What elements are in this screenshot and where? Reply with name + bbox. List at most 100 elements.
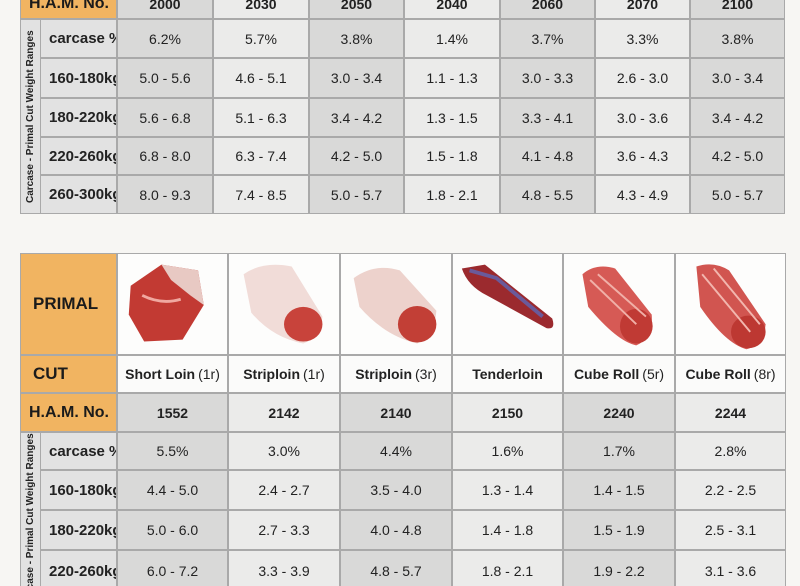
ham-code: 2050 [309,0,404,19]
cell-value: 1.5 - 1.9 [563,510,675,550]
side-label: Carcase - Primal Cut Weight Ranges [20,19,41,214]
cell-value: 4.0 - 4.8 [340,510,452,550]
cut-spec: (5r) [642,366,665,382]
cell-value: 3.0% [228,432,340,470]
ham-code: 2070 [595,0,690,19]
cell-value: 3.5 - 4.0 [340,470,452,510]
cell-value: 6.8 - 8.0 [117,137,213,175]
cell-value: 3.3 - 3.9 [228,550,340,586]
cell-value: 5.6 - 6.8 [117,98,213,137]
cell-value: 1.6% [452,432,563,470]
cell-value: 1.5 - 1.8 [404,137,500,175]
cell-value: 2.2 - 2.5 [675,470,786,510]
cell-value: 4.6 - 5.1 [213,58,309,98]
header-label: H.A.M. No. [20,0,117,19]
ham-label: H.A.M. No. [20,393,117,432]
cell-value: 1.1 - 1.3 [404,58,500,98]
cut-spec: (1r) [303,366,325,382]
ham-code: 2244 [675,393,786,432]
ham-code: 2060 [500,0,595,19]
cut-name-text: Short Loin [125,366,196,382]
cell-value: 3.4 - 4.2 [690,98,785,137]
cell-value: 4.4 - 5.0 [117,470,228,510]
cell-value: 5.0 - 5.6 [117,58,213,98]
ham-code: 2140 [340,393,452,432]
cut-spec: (8r) [753,366,776,382]
cell-value: 3.0 - 3.4 [690,58,785,98]
cell-value: 2.6 - 3.0 [595,58,690,98]
cell-value: 5.1 - 6.3 [213,98,309,137]
row-label: carcase % [40,19,117,58]
ham-code: 2142 [228,393,340,432]
cell-value: 5.0 - 5.7 [690,175,785,214]
cell-value: 4.3 - 4.9 [595,175,690,214]
cell-value: 4.1 - 4.8 [500,137,595,175]
cell-value: 4.4% [340,432,452,470]
cell-value: 3.0 - 3.6 [595,98,690,137]
cell-value: 6.0 - 7.2 [117,550,228,586]
side-label: Carcase - Primal Cut Weight Ranges [20,432,41,586]
ham-code: 2100 [690,0,785,19]
cell-value: 4.8 - 5.5 [500,175,595,214]
cell-value: 3.6 - 4.3 [595,137,690,175]
meat-image [243,264,323,344]
cell-value: 8.0 - 9.3 [117,175,213,214]
cut-name-text: Tenderloin [472,366,543,382]
cut-spec: (1r) [198,366,220,382]
cell-value: 1.8 - 2.1 [452,550,563,586]
cut-name: Tenderloin [452,355,563,393]
cell-value: 3.7% [500,19,595,58]
meat-image [695,264,766,350]
cell-value: 4.8 - 5.7 [340,550,452,586]
cell-value: 3.1 - 3.6 [675,550,786,586]
cell-value: 1.4% [404,19,500,58]
cell-value: 1.3 - 1.5 [404,98,500,137]
cut-name: Striploin (1r) [228,355,340,393]
cell-value: 2.4 - 2.7 [228,470,340,510]
ham-code: 1552 [117,393,228,432]
row-label: 220-260kg [40,550,117,586]
cell-value: 2.5 - 3.1 [675,510,786,550]
ham-code: 2150 [452,393,563,432]
cell-value: 6.2% [117,19,213,58]
cell-value: 3.3 - 4.1 [500,98,595,137]
cut-label: CUT [20,355,117,393]
cell-value: 3.0 - 3.3 [500,58,595,98]
cell-value: 7.4 - 8.5 [213,175,309,214]
meat-image [353,267,437,344]
cell-value: 5.0 - 6.0 [117,510,228,550]
row-label: 220-260kg [40,137,117,175]
ham-code: 2240 [563,393,675,432]
cell-value: 5.5% [117,432,228,470]
cut-name: Striploin (3r) [340,355,452,393]
meat-image [582,266,653,346]
row-label: 160-180kg [40,58,117,98]
row-label: 160-180kg [40,470,117,510]
cut-name: Short Loin (1r) [117,355,228,393]
primal-label: PRIMAL [20,253,117,355]
ham-code: 2030 [213,0,309,19]
row-label: 180-220kg [40,98,117,137]
cut-name: Cube Roll (8r) [675,355,786,393]
cell-value: 1.8 - 2.1 [404,175,500,214]
cut-name-text: Striploin [355,366,412,382]
cut-name-text: Striploin [243,366,300,382]
cut-spec: (3r) [415,366,437,382]
meat-image [461,264,553,329]
cell-value: 1.3 - 1.4 [452,470,563,510]
row-label: 260-300kg [40,175,117,214]
cell-value: 3.4 - 4.2 [309,98,404,137]
cell-value: 5.7% [213,19,309,58]
cell-value: 1.4 - 1.8 [452,510,563,550]
cut-name-text: Cube Roll [573,366,640,382]
cut-name: Cube Roll (5r) [563,355,675,393]
cell-value: 3.8% [309,19,404,58]
cell-value: 1.4 - 1.5 [563,470,675,510]
ham-code: 2040 [404,0,500,19]
cell-value: 2.7 - 3.3 [228,510,340,550]
cell-value: 3.3% [595,19,690,58]
meat-image [128,264,204,342]
cell-value: 1.7% [563,432,675,470]
cell-value: 1.9 - 2.2 [563,550,675,586]
